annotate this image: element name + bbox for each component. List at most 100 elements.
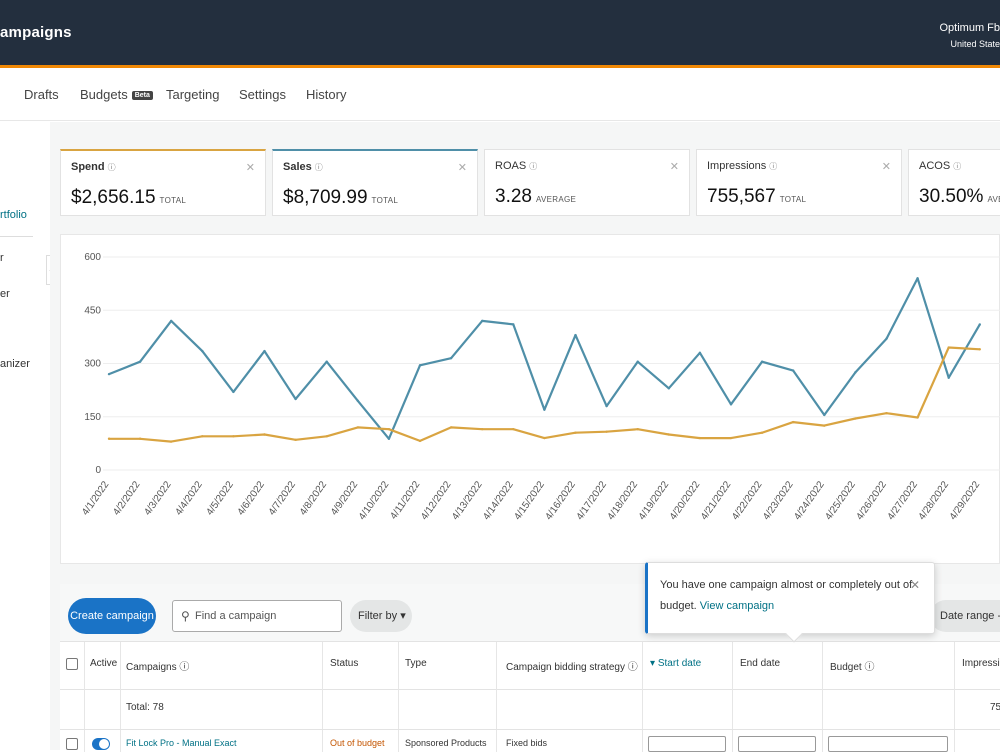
sidebar-item-portfolio[interactable]: rtfolio (0, 209, 27, 221)
active-toggle[interactable] (92, 738, 110, 750)
close-icon[interactable]: ✕ (881, 161, 891, 173)
column-label: Budget (830, 662, 862, 673)
metric-card-impressions[interactable]: Impressions ⓘ ✕ 755,567 TOTAL (696, 149, 902, 216)
row-checkbox[interactable] (66, 738, 78, 750)
close-icon[interactable]: ✕ (909, 578, 920, 592)
metric-value: 3.28 (495, 186, 532, 207)
data-point-sales (543, 408, 546, 411)
data-point-sales (356, 399, 359, 402)
tab-drafts[interactable]: Drafts (24, 87, 59, 102)
column-divider (822, 642, 823, 752)
data-point-spend (294, 438, 297, 442)
search-input[interactable]: ⚲ Find a campaign (172, 600, 342, 632)
info-icon: ⓘ (953, 162, 962, 171)
x-tick-label: 4/4/2022 (173, 479, 205, 518)
data-point-spend (481, 427, 484, 431)
data-point-spend (698, 436, 702, 440)
x-tick-label: 4/15/2022 (512, 479, 547, 522)
x-tick-label: 4/8/2022 (298, 479, 330, 518)
total-label: Total: 78 (126, 702, 164, 713)
page-title: ampaigns (0, 24, 72, 41)
filter-by-dropdown[interactable]: Filter by ▾ (350, 600, 412, 632)
metric-value: 755,567 (707, 186, 776, 207)
tab-budgets[interactable]: Budgets Beta (80, 87, 153, 102)
x-tick-label: 4/10/2022 (357, 479, 392, 522)
status-badge: Out of budget (330, 738, 385, 748)
column-divider (120, 642, 121, 752)
x-tick-label: 4/5/2022 (205, 479, 237, 518)
metric-card-roas[interactable]: ROAS ⓘ ✕ 3.28 AVERAGE (484, 149, 690, 216)
sidebar-item-organizer[interactable]: anizer (0, 358, 30, 370)
metric-label: Sales (283, 161, 312, 173)
data-point-spend (201, 435, 204, 438)
x-tick-label: 4/26/2022 (854, 479, 889, 522)
data-point-spend (325, 435, 328, 438)
metric-card-sales[interactable]: Sales ⓘ ✕ $8,709.99 TOTAL (272, 149, 478, 216)
column-budget[interactable]: Budget ⓘ (830, 658, 874, 673)
create-campaign-button[interactable]: Create campaign (68, 598, 156, 634)
x-tick-label: 4/2/2022 (111, 479, 143, 518)
column-end-date[interactable]: End date (740, 658, 781, 669)
tab-label: History (306, 87, 347, 102)
column-status[interactable]: Status (330, 658, 359, 669)
tab-history[interactable]: History (306, 87, 346, 102)
column-start-date[interactable]: ▾ Start date (650, 658, 701, 669)
beta-badge: Beta (131, 91, 153, 100)
performance-chart: 600 450 300 150 0 4/1/2022 4/2/2022 4/3/2022 4/4… (60, 234, 1000, 564)
data-point-sales (512, 323, 515, 326)
tab-targeting[interactable]: Targeting (166, 87, 219, 102)
data-point-sales (792, 369, 795, 372)
data-point-spend (574, 431, 577, 434)
tab-settings[interactable]: Settings (239, 87, 286, 102)
info-icon: ⓘ (107, 163, 116, 172)
column-impressions[interactable]: Impressio (962, 658, 1000, 669)
x-tick-label: 4/16/2022 (543, 479, 578, 522)
filter-label: Filter by (358, 610, 398, 622)
column-divider (642, 642, 643, 752)
data-point-sales (294, 397, 297, 401)
data-point-sales (574, 333, 577, 337)
select-all-checkbox[interactable] (66, 658, 78, 670)
metric-card-spend[interactable]: Spend ⓘ ✕ $2,656.15 TOTAL (60, 149, 266, 216)
data-point-spend (170, 440, 173, 443)
column-label: Campaigns (126, 662, 177, 673)
column-divider (398, 642, 399, 752)
bidding-strategy: Fixed bids (506, 738, 548, 748)
campaign-name-link[interactable]: Fit Lock Pro - Manual Exact (126, 738, 237, 748)
data-point-spend (885, 412, 888, 415)
close-icon[interactable]: ✕ (245, 162, 255, 174)
account-name: Optimum Fb (939, 22, 1000, 34)
column-type[interactable]: Type (405, 658, 427, 669)
sidebar-divider (0, 236, 33, 237)
info-icon: ⓘ (179, 662, 190, 673)
series-line-spend (109, 346, 980, 443)
x-tick-label: 4/27/2022 (886, 479, 921, 522)
account-switcher[interactable]: Optimum Fb United State (939, 20, 1000, 52)
info-icon: ⓘ (529, 162, 538, 171)
x-tick-label: 4/19/2022 (637, 479, 672, 522)
column-active[interactable]: Active (90, 658, 118, 669)
date-range-dropdown[interactable]: Date range - (930, 600, 1000, 632)
column-divider (322, 642, 323, 752)
data-point-spend (418, 439, 422, 443)
column-bidding-strategy[interactable]: Campaign bidding strategy ⓘ (506, 658, 638, 673)
metric-aggregation: TOTAL (159, 196, 187, 205)
metric-label: Impressions (707, 160, 767, 172)
sidebar-item-1[interactable]: r (0, 252, 4, 264)
data-point-sales (605, 404, 608, 408)
column-campaigns[interactable]: Campaigns ⓘ (126, 658, 189, 673)
x-tick-label: 4/13/2022 (450, 479, 485, 522)
view-campaign-link[interactable]: View campaign (699, 600, 775, 612)
column-label: Start date (657, 658, 702, 669)
x-tick-label: 4/22/2022 (730, 479, 765, 522)
x-tick-label: 4/20/2022 (668, 479, 703, 522)
data-point-sales (698, 351, 702, 355)
data-point-sales (885, 337, 888, 340)
x-tick-label: 4/3/2022 (142, 479, 174, 518)
close-icon[interactable]: ✕ (457, 162, 467, 174)
sidebar-item-2[interactable]: er (0, 288, 10, 300)
data-point-sales (418, 364, 422, 367)
info-icon: ⓘ (314, 163, 323, 172)
close-icon[interactable]: ✕ (669, 161, 679, 173)
